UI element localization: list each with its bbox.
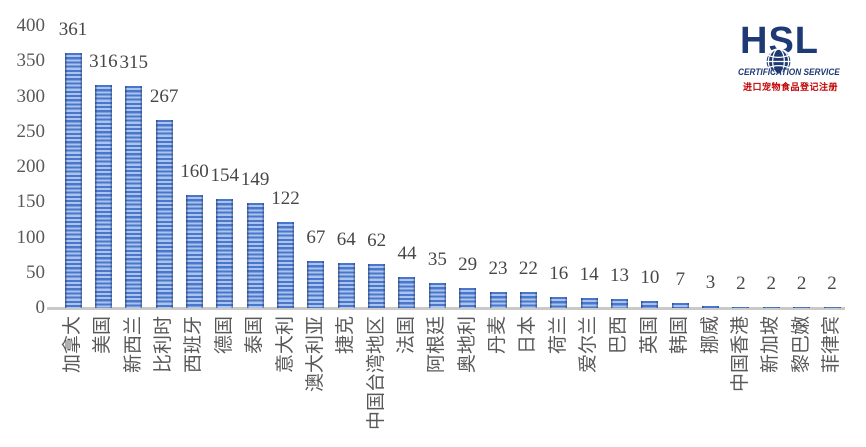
- x-axis-label: 中国香港: [729, 316, 751, 393]
- bar-value-label: 122: [271, 187, 300, 209]
- x-axis-label: 日本: [517, 316, 539, 355]
- x-axis-label: 荷兰: [547, 316, 569, 355]
- bar-value-label: 3: [705, 271, 716, 293]
- bar-value-label: 22: [518, 258, 538, 280]
- x-axis-line: [47, 307, 845, 310]
- bar-value-label: 29: [458, 253, 478, 275]
- x-axis-label: 法国: [395, 316, 417, 355]
- bar: [216, 199, 234, 308]
- bar: [155, 119, 173, 308]
- bar-value-label: 35: [427, 249, 447, 271]
- bar: [246, 202, 264, 308]
- bar: [185, 195, 203, 308]
- x-axis-label: 美国: [92, 316, 114, 355]
- x-axis-label: 挪威: [699, 316, 721, 355]
- bar-value-label: 10: [640, 266, 660, 288]
- x-axis-label: 加拿大: [62, 316, 83, 374]
- x-axis-label: 新西兰: [122, 316, 144, 374]
- bar: [125, 85, 143, 308]
- x-axis-label: 泰国: [244, 316, 266, 355]
- x-axis-label: 巴西: [608, 316, 630, 355]
- bar-value-label: 2: [827, 272, 837, 294]
- bar: [823, 306, 841, 308]
- x-axis-label: 中国台湾地区: [365, 316, 387, 431]
- bar: [641, 300, 659, 308]
- x-axis-label: 爱尔兰: [578, 316, 600, 374]
- bar: [398, 276, 416, 308]
- y-axis-tick-label: 200: [16, 156, 46, 177]
- hsl-logo: HSL CERTIFICATION SERVICE 进口宠物食品登记注册: [729, 20, 863, 98]
- x-axis-label: 澳大利亚: [304, 316, 326, 393]
- x-axis-label: 奥地利: [456, 316, 478, 374]
- bar-value-label: 315: [119, 51, 148, 73]
- bar: [610, 298, 628, 308]
- bar: [732, 306, 750, 308]
- bar: [762, 306, 780, 308]
- bar-value-label: 2: [796, 272, 807, 294]
- x-axis-label: 菲律宾: [821, 316, 842, 374]
- bar-value-label: 267: [149, 85, 179, 107]
- y-axis-tick-label: 100: [16, 226, 46, 248]
- bar-value-label: 14: [579, 264, 599, 286]
- y-axis-tick-label: 250: [16, 120, 46, 142]
- bar-value-label: 361: [58, 19, 88, 41]
- bar: [702, 305, 720, 308]
- x-axis-label: 意大利: [274, 316, 296, 374]
- x-axis-label: 德国: [213, 316, 235, 355]
- bar-value-label: 44: [397, 242, 417, 264]
- logo-tagline: 进口宠物食品登记注册: [743, 82, 839, 92]
- bar: [94, 85, 112, 308]
- bar-value-label: 149: [240, 168, 270, 190]
- x-axis-label: 黎巴嫩: [790, 316, 812, 374]
- bar-value-label: 154: [210, 165, 240, 187]
- bar: [428, 283, 446, 308]
- bar-value-label: 64: [336, 228, 356, 250]
- y-axis-tick-label: 300: [16, 85, 46, 107]
- bar: [519, 292, 537, 308]
- bar-value-label: 160: [180, 161, 209, 183]
- bar: [337, 262, 355, 308]
- y-axis-tick-label: 350: [16, 50, 46, 72]
- bar: [459, 287, 477, 308]
- bar-value-label: 7: [675, 269, 685, 291]
- x-axis-label: 阿根廷: [426, 316, 448, 374]
- x-axis-label: 比利时: [153, 316, 175, 374]
- x-axis-label: 捷克: [335, 316, 357, 355]
- logo-subtitle: CERTIFICATION SERVICE: [738, 67, 840, 77]
- bar-value-label: 2: [736, 272, 746, 294]
- bar: [671, 303, 689, 308]
- globe-icon: [765, 48, 792, 75]
- bar-value-label: 13: [609, 264, 629, 286]
- bar-value-label: 16: [549, 262, 569, 284]
- bar: [368, 264, 386, 308]
- bar: [64, 53, 82, 308]
- bar-value-label: 62: [367, 230, 387, 252]
- bar-value-label: 2: [766, 272, 777, 294]
- bar-value-label: 23: [488, 257, 508, 279]
- y-axis-tick-label: 0: [35, 297, 46, 318]
- bar: [277, 221, 295, 308]
- x-axis-label: 韩国: [669, 316, 691, 355]
- x-axis-label: 西班牙: [183, 316, 205, 374]
- x-axis-label: 英国: [638, 316, 660, 355]
- x-axis-label: 丹麦: [487, 316, 509, 355]
- bar: [580, 298, 598, 308]
- bar: [550, 296, 568, 308]
- bar-value-label: 67: [306, 226, 326, 248]
- y-axis-tick-label: 50: [26, 261, 45, 283]
- y-axis-tick-label: 400: [16, 15, 46, 36]
- bar: [489, 291, 507, 308]
- x-axis-label: 新加坡: [760, 316, 782, 374]
- bar: [307, 260, 325, 308]
- bar: [793, 306, 811, 308]
- y-axis-tick-label: 150: [16, 191, 46, 213]
- bar-value-label: 316: [89, 51, 118, 73]
